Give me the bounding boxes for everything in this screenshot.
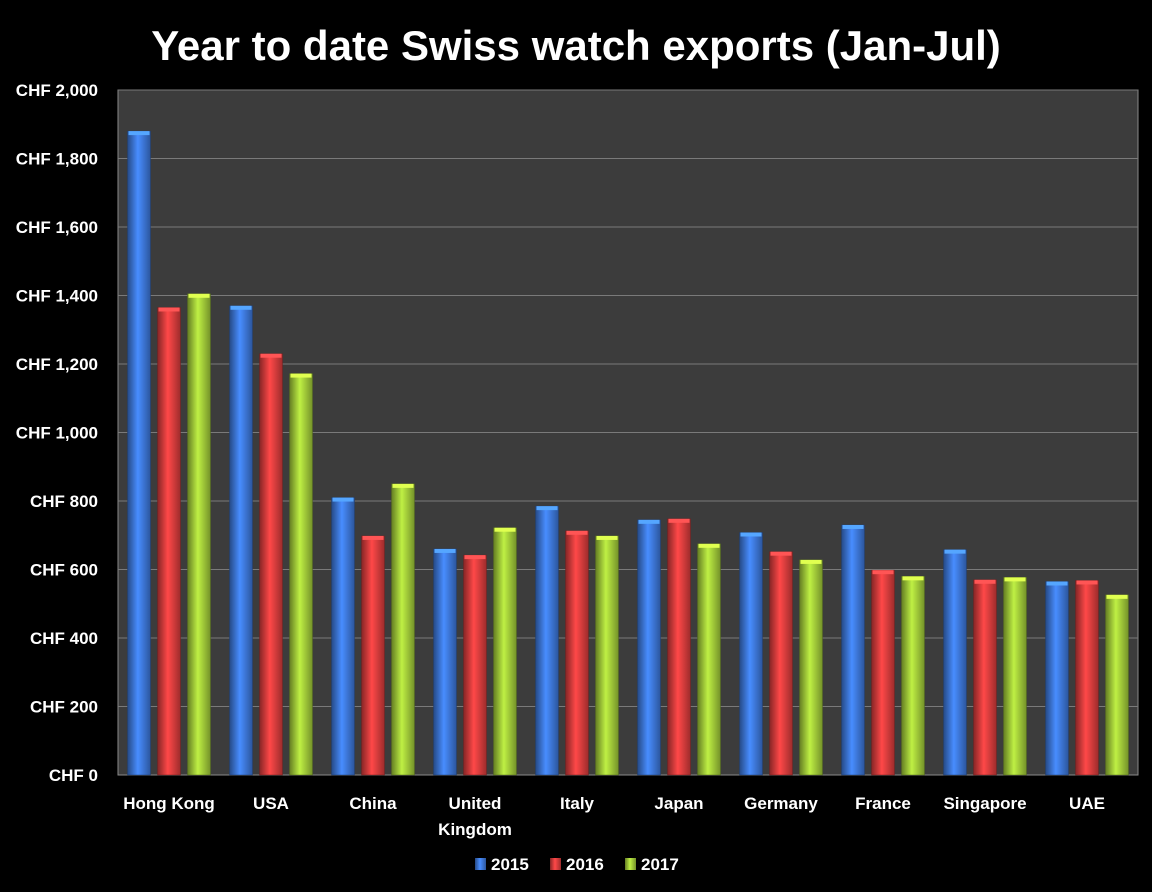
bar-top-highlight (770, 551, 792, 556)
legend-swatch-2015 (475, 858, 486, 870)
x-category-label: Italy (560, 794, 595, 813)
x-category-label: UAE (1069, 794, 1105, 813)
bar-top-highlight (944, 549, 966, 554)
bar-2017 (187, 293, 211, 776)
bar-top-highlight (974, 579, 996, 584)
bar-top-highlight (872, 570, 894, 575)
bar-2017 (1003, 577, 1027, 776)
bar-2016 (1075, 580, 1099, 776)
legend-label-2016: 2016 (566, 855, 604, 874)
bar-top-highlight (800, 559, 822, 564)
x-axis-category-labels: Hong Kong USA China United Kingdom Italy Japan… (123, 794, 1105, 839)
y-tick-label: CHF 1,800 (16, 150, 98, 169)
bar-top-highlight (494, 527, 516, 532)
bars (127, 130, 1129, 776)
bar-2016 (259, 353, 283, 776)
bar-2016 (769, 551, 793, 776)
bar-top-highlight (392, 483, 414, 488)
bar-top-highlight (668, 518, 690, 523)
bar-2015 (1045, 581, 1069, 776)
bar-2016 (361, 535, 385, 776)
bar-top-highlight (188, 293, 210, 298)
y-tick-label: CHF 1,200 (16, 355, 98, 374)
bar-2017 (901, 576, 925, 776)
x-category-label: Hong Kong (123, 794, 215, 813)
x-category-label: China (349, 794, 397, 813)
bar-top-highlight (566, 530, 588, 535)
bar-2015 (841, 524, 865, 776)
legend-swatch-2016 (550, 858, 561, 870)
bar-2016 (565, 530, 589, 776)
bar-top-highlight (536, 506, 558, 511)
y-tick-label: CHF 800 (30, 492, 98, 511)
bar-2015 (535, 505, 559, 776)
bar-top-highlight (434, 548, 456, 553)
bar-2015 (739, 532, 763, 776)
bar-2015 (637, 519, 661, 776)
bar-2016 (973, 579, 997, 776)
y-tick-label: CHF 600 (30, 561, 98, 580)
legend: 2015 2016 2017 (475, 855, 679, 874)
bar-2015 (943, 549, 967, 776)
bar-top-highlight (596, 535, 618, 540)
y-tick-label: CHF 2,000 (16, 81, 98, 100)
legend-label-2015: 2015 (491, 855, 529, 874)
y-tick-label: CHF 400 (30, 629, 98, 648)
y-tick-label: CHF 0 (49, 766, 98, 785)
bar-2017 (595, 535, 619, 776)
bar-top-highlight (290, 373, 312, 378)
y-tick-label: CHF 200 (30, 698, 98, 717)
bar-2016 (463, 554, 487, 776)
y-tick-label: CHF 1,000 (16, 424, 98, 443)
bar-top-highlight (332, 497, 354, 502)
bar-top-highlight (230, 305, 252, 310)
bar-2015 (331, 497, 355, 776)
bar-2017 (493, 527, 517, 776)
bar-2016 (871, 569, 895, 776)
bar-2016 (667, 518, 691, 776)
bar-top-highlight (1106, 594, 1128, 599)
x-category-label: USA (253, 794, 289, 813)
bar-2015 (433, 548, 457, 776)
bar-2017 (697, 543, 721, 776)
bar-top-highlight (902, 576, 924, 581)
bar-top-highlight (158, 307, 180, 312)
bar-top-highlight (842, 524, 864, 529)
bar-top-highlight (698, 543, 720, 548)
bar-2017 (289, 373, 313, 776)
x-category-label: Japan (654, 794, 703, 813)
x-category-label: United Kingdom (438, 794, 512, 839)
bar-top-highlight (260, 353, 282, 358)
bar-top-highlight (1046, 581, 1068, 586)
bar-top-highlight (638, 519, 660, 524)
bar-2017 (799, 559, 823, 776)
bar-top-highlight (128, 131, 150, 136)
x-category-label: France (855, 794, 911, 813)
y-axis-tick-labels: CHF 0 CHF 200 CHF 400 CHF 600 CHF 800 CHF 1,0… (16, 81, 98, 785)
bar-top-highlight (1004, 577, 1026, 582)
bar-2017 (1105, 594, 1129, 776)
y-tick-label: CHF 1,400 (16, 287, 98, 306)
bar-top-highlight (464, 555, 486, 560)
chart-title: Year to date Swiss watch exports (Jan-Ju… (151, 22, 1001, 69)
bar-2016 (157, 307, 181, 776)
bar-top-highlight (740, 532, 762, 537)
bar-2015 (229, 305, 253, 776)
x-category-label: Germany (744, 794, 818, 813)
x-category-label: Singapore (943, 794, 1026, 813)
legend-swatch-2017 (625, 858, 636, 870)
bar-2015 (127, 130, 151, 776)
y-tick-label: CHF 1,600 (16, 218, 98, 237)
bar-top-highlight (362, 535, 384, 540)
gridlines (118, 89, 1138, 707)
bar-top-highlight (1076, 580, 1098, 585)
bar-2017 (391, 483, 415, 776)
legend-label-2017: 2017 (641, 855, 679, 874)
